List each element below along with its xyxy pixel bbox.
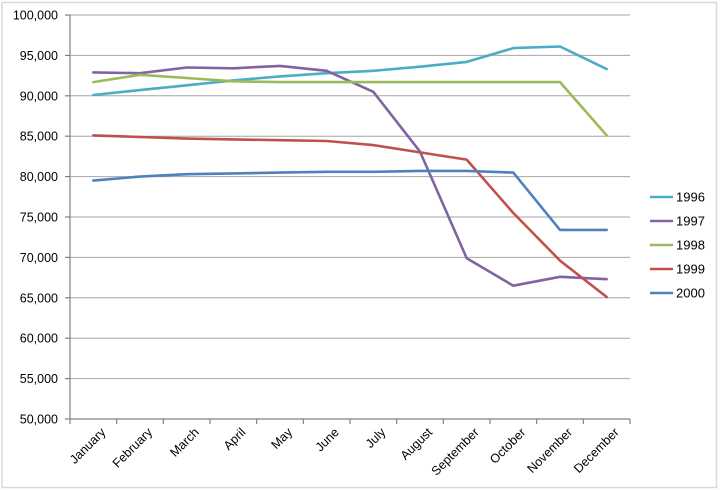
y-axis-label: 100,000 xyxy=(13,9,58,23)
legend-label-2000: 2000 xyxy=(676,286,705,301)
legend-label-1999: 1999 xyxy=(676,262,705,277)
series-line-1996[interactable] xyxy=(92,45,609,97)
y-axis-label: 80,000 xyxy=(20,170,58,184)
series-line-1998[interactable] xyxy=(92,73,609,137)
legend-entry-1997[interactable]: 1997 xyxy=(650,214,705,229)
y-axis-label: 95,000 xyxy=(20,49,58,63)
legend-label-1997: 1997 xyxy=(676,214,705,229)
legend-entry-1999[interactable]: 1999 xyxy=(650,262,705,277)
y-axis-label: 70,000 xyxy=(20,251,58,265)
x-axis-label: December xyxy=(571,425,622,476)
y-axis-label: 60,000 xyxy=(20,332,58,346)
y-axis-label: 65,000 xyxy=(20,291,58,305)
y-axis-label: 50,000 xyxy=(20,413,58,427)
x-axis-label: November xyxy=(524,425,575,476)
x-axis-label: September xyxy=(429,425,482,478)
x-axis-label: February xyxy=(110,425,156,471)
x-axis-label: January xyxy=(67,425,109,467)
y-axis-label: 55,000 xyxy=(20,372,58,386)
x-axis-label: July xyxy=(363,425,389,451)
x-axis-label: March xyxy=(167,425,201,459)
x-axis-label: June xyxy=(313,425,342,454)
y-axis-label: 75,000 xyxy=(20,211,58,225)
legend-entry-2000[interactable]: 2000 xyxy=(650,286,705,301)
series-line-2000[interactable] xyxy=(92,169,609,232)
y-axis-label: 90,000 xyxy=(20,89,58,103)
x-axis-label: May xyxy=(269,425,296,452)
legend-entry-1996[interactable]: 1996 xyxy=(650,190,705,205)
y-axis-label: 85,000 xyxy=(20,130,58,144)
x-axis-label: August xyxy=(398,425,436,463)
legend-label-1996: 1996 xyxy=(676,190,705,205)
legend-label-1998: 1998 xyxy=(676,238,705,253)
series-line-1999[interactable] xyxy=(92,134,609,299)
x-axis-label: April xyxy=(221,425,249,453)
legend-entry-1998[interactable]: 1998 xyxy=(650,238,705,253)
x-axis-label: October xyxy=(487,425,528,466)
